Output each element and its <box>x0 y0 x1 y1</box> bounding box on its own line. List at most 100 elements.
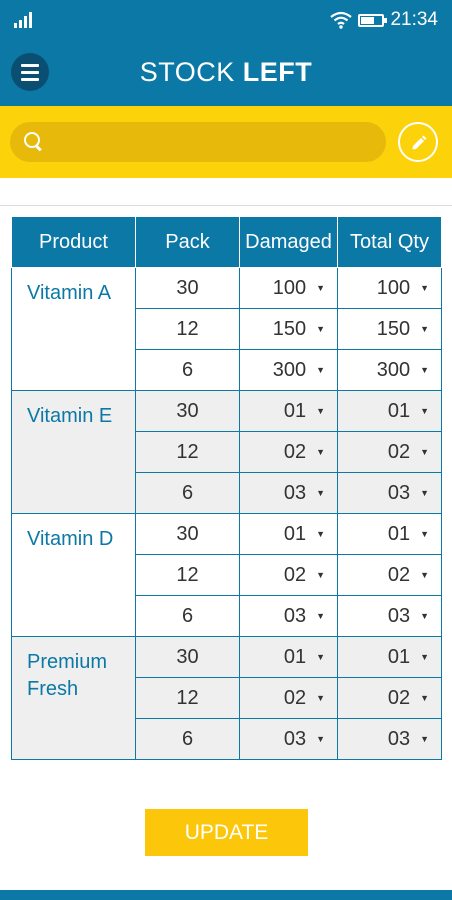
total-qty-dropdown[interactable]: 03 ▼ <box>337 718 442 760</box>
dropdown-arrow-icon: ▼ <box>420 283 429 294</box>
pack-cell: 30 <box>135 390 240 432</box>
pack-cell: 30 <box>135 636 240 678</box>
total-qty-value: 01 <box>387 522 411 545</box>
dropdown-arrow-icon: ▼ <box>420 406 429 417</box>
damaged-dropdown[interactable]: 03 ▼ <box>239 595 338 637</box>
table-header-row: Product Pack Damaged Total Qty <box>11 216 442 268</box>
damaged-value: 03 <box>283 604 307 627</box>
total-qty-dropdown[interactable]: 01 ▼ <box>337 513 442 555</box>
dropdown-arrow-icon: ▼ <box>316 693 325 704</box>
total-qty-value: 02 <box>387 440 411 463</box>
table-row: 6 03 ▼ 03 ▼ <box>12 718 442 760</box>
dropdown-arrow-icon: ▼ <box>316 365 325 376</box>
dropdown-arrow-icon: ▼ <box>420 447 429 458</box>
pack-cell: 12 <box>135 677 240 719</box>
damaged-dropdown[interactable]: 150 ▼ <box>239 308 338 350</box>
column-header-product: Product <box>11 216 136 268</box>
product-cell: Vitamin E <box>11 390 136 514</box>
damaged-dropdown[interactable]: 01 ▼ <box>239 513 338 555</box>
pack-cell: 12 <box>135 431 240 473</box>
column-header-damaged: Damaged <box>239 216 338 268</box>
total-qty-dropdown[interactable]: 03 ▼ <box>337 595 442 637</box>
edit-icon <box>412 135 427 150</box>
total-qty-value: 01 <box>387 645 411 668</box>
damaged-dropdown[interactable]: 300 ▼ <box>239 349 338 391</box>
pack-cell: 6 <box>135 718 240 760</box>
product-cell: Vitamin A <box>11 267 136 391</box>
total-qty-dropdown[interactable]: 02 ▼ <box>337 431 442 473</box>
table-row: 12 150 ▼ 150 ▼ <box>12 308 442 350</box>
column-header-pack: Pack <box>135 216 240 268</box>
total-qty-value: 02 <box>387 563 411 586</box>
damaged-value: 02 <box>283 686 307 709</box>
pack-cell: 30 <box>135 513 240 555</box>
table-row: Vitamin D 30 01 ▼ 01 ▼ <box>11 513 442 637</box>
total-qty-value: 01 <box>387 399 411 422</box>
title-part1: STOCK <box>139 57 243 87</box>
dropdown-arrow-icon: ▼ <box>316 447 325 458</box>
edit-button[interactable] <box>398 122 438 162</box>
table-row: Vitamin A 30 100 ▼ 100 ▼ <box>11 267 442 391</box>
damaged-dropdown[interactable]: 02 ▼ <box>239 431 338 473</box>
search-input[interactable] <box>52 122 372 162</box>
dropdown-arrow-icon: ▼ <box>420 611 429 622</box>
damaged-value: 03 <box>283 481 307 504</box>
damaged-dropdown[interactable]: 100 ▼ <box>239 267 338 309</box>
total-qty-value: 03 <box>387 481 411 504</box>
product-cell: Premium Fresh <box>11 636 136 760</box>
total-qty-value: 03 <box>387 727 411 750</box>
damaged-value: 150 <box>272 317 307 340</box>
table-row: 6 300 ▼ 300 ▼ <box>12 349 442 391</box>
product-cell: Vitamin D <box>11 513 136 637</box>
damaged-dropdown[interactable]: 03 ▼ <box>239 472 338 514</box>
menu-button[interactable] <box>11 53 49 91</box>
total-qty-value: 300 <box>376 358 411 381</box>
damaged-dropdown[interactable]: 02 ▼ <box>239 554 338 596</box>
column-header-total-qty: Total Qty <box>337 216 442 268</box>
dropdown-arrow-icon: ▼ <box>420 529 429 540</box>
pack-cell: 6 <box>135 472 240 514</box>
pack-cell: 6 <box>135 595 240 637</box>
signal-icon <box>14 12 34 28</box>
update-button[interactable]: UPDATE <box>145 809 308 856</box>
total-qty-dropdown[interactable]: 03 ▼ <box>337 472 442 514</box>
total-qty-value: 03 <box>387 604 411 627</box>
total-qty-dropdown[interactable]: 01 ▼ <box>337 636 442 678</box>
pack-cell: 12 <box>135 554 240 596</box>
dropdown-arrow-icon: ▼ <box>420 693 429 704</box>
status-time: 21:34 <box>390 9 438 30</box>
total-qty-dropdown[interactable]: 02 ▼ <box>337 677 442 719</box>
battery-icon <box>358 13 388 27</box>
dropdown-arrow-icon: ▼ <box>420 570 429 581</box>
table-row: Vitamin E 30 01 ▼ 01 ▼ <box>11 390 442 514</box>
pack-cell: 12 <box>135 308 240 350</box>
bottom-bar <box>0 890 452 900</box>
total-qty-dropdown[interactable]: 150 ▼ <box>337 308 442 350</box>
damaged-value: 01 <box>283 522 307 545</box>
dropdown-arrow-icon: ▼ <box>420 488 429 499</box>
dropdown-arrow-icon: ▼ <box>316 570 325 581</box>
damaged-value: 300 <box>272 358 307 381</box>
damaged-value: 01 <box>283 399 307 422</box>
total-qty-value: 02 <box>387 686 411 709</box>
total-qty-dropdown[interactable]: 300 ▼ <box>337 349 442 391</box>
damaged-dropdown[interactable]: 03 ▼ <box>239 718 338 760</box>
divider <box>0 205 452 206</box>
search-field[interactable] <box>10 122 386 162</box>
table-row: 12 02 ▼ 02 ▼ <box>12 431 442 473</box>
dropdown-arrow-icon: ▼ <box>316 652 325 663</box>
damaged-dropdown[interactable]: 01 ▼ <box>239 390 338 432</box>
search-icon <box>24 132 42 150</box>
total-qty-dropdown[interactable]: 01 ▼ <box>337 390 442 432</box>
dropdown-arrow-icon: ▼ <box>420 365 429 376</box>
damaged-value: 100 <box>272 276 307 299</box>
total-qty-dropdown[interactable]: 02 ▼ <box>337 554 442 596</box>
damaged-dropdown[interactable]: 02 ▼ <box>239 677 338 719</box>
damaged-dropdown[interactable]: 01 ▼ <box>239 636 338 678</box>
search-bar <box>0 106 452 178</box>
damaged-value: 01 <box>283 645 307 668</box>
dropdown-arrow-icon: ▼ <box>316 488 325 499</box>
total-qty-dropdown[interactable]: 100 ▼ <box>337 267 442 309</box>
menu-icon <box>21 63 39 67</box>
dropdown-arrow-icon: ▼ <box>316 611 325 622</box>
